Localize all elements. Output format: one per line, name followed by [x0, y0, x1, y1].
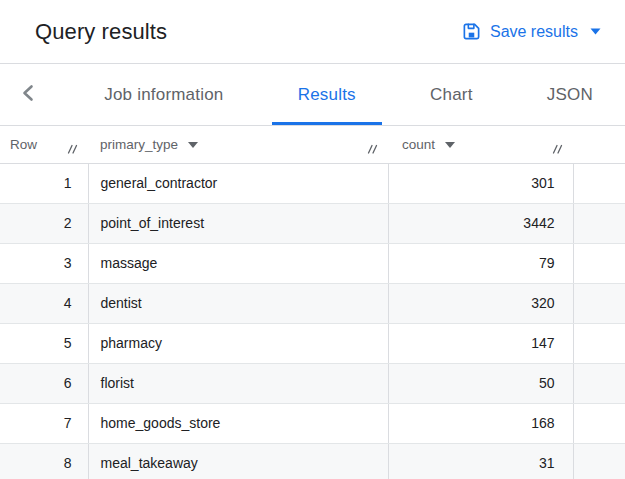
row-number-cell: 3: [0, 243, 88, 283]
caret-down-icon: [590, 28, 601, 35]
count-cell: 50: [388, 363, 573, 403]
row-number-cell: 4: [0, 283, 88, 323]
filler-cell: [573, 243, 625, 283]
table-row: 2point_of_interest3442: [0, 203, 625, 243]
primary-type-cell: home_goods_store: [88, 403, 388, 443]
row-number-cell: 6: [0, 363, 88, 403]
tab-chart[interactable]: Chart: [404, 64, 499, 125]
results-table-body: 1general_contractor3012point_of_interest…: [0, 163, 625, 479]
primary-type-cell: dentist: [88, 283, 388, 323]
tab-job-information[interactable]: Job information: [78, 64, 249, 125]
column-header-primary-type: primary_type: [100, 137, 178, 152]
filler-cell: [573, 443, 625, 479]
tab-results[interactable]: Results: [272, 64, 382, 125]
filler-cell: [573, 323, 625, 363]
filler-cell: [573, 403, 625, 443]
table-row: 6florist50: [0, 363, 625, 403]
primary-type-cell: general_contractor: [88, 163, 388, 203]
filler-cell: [573, 363, 625, 403]
filler-cell: [573, 283, 625, 323]
count-cell: 320: [388, 283, 573, 323]
caret-down-icon[interactable]: [188, 140, 198, 148]
results-table: Row primary_type: [0, 126, 625, 479]
scroll-tabs-left-button[interactable]: [0, 64, 56, 125]
column-resize-handle-icon[interactable]: [65, 134, 79, 155]
row-number-cell: 1: [0, 163, 88, 203]
column-resize-handle-icon[interactable]: [365, 134, 379, 155]
query-results-panel: Query results Save results Jo: [0, 0, 625, 479]
save-results-button[interactable]: Save results: [460, 16, 603, 47]
filler-cell: [573, 163, 625, 203]
tab-json[interactable]: JSON: [521, 64, 619, 125]
table-row: 7home_goods_store168: [0, 403, 625, 443]
row-number-cell: 2: [0, 203, 88, 243]
count-cell: 168: [388, 403, 573, 443]
table-row: 3massage79: [0, 243, 625, 283]
primary-type-cell: point_of_interest: [88, 203, 388, 243]
column-header-row: Row: [10, 137, 37, 152]
chevron-left-icon: [20, 83, 36, 106]
column-resize-handle-icon[interactable]: [550, 134, 564, 155]
page-title: Query results: [35, 19, 167, 45]
table-row: 4dentist320: [0, 283, 625, 323]
table-row: 1general_contractor301: [0, 163, 625, 203]
save-icon: [462, 22, 481, 41]
filler-cell: [573, 203, 625, 243]
primary-type-cell: pharmacy: [88, 323, 388, 363]
table-row: 5pharmacy147: [0, 323, 625, 363]
count-cell: 31: [388, 443, 573, 479]
results-table-header: Row primary_type: [0, 126, 625, 163]
primary-type-cell: massage: [88, 243, 388, 283]
row-number-cell: 8: [0, 443, 88, 479]
count-cell: 147: [388, 323, 573, 363]
table-row: 8meal_takeaway31: [0, 443, 625, 479]
count-cell: 3442: [388, 203, 573, 243]
caret-down-icon[interactable]: [445, 140, 455, 148]
column-header-count: count: [402, 137, 435, 152]
save-results-label: Save results: [490, 23, 578, 41]
topbar: Query results Save results: [0, 0, 625, 63]
primary-type-cell: meal_takeaway: [88, 443, 388, 479]
tabbar: Job information Results Chart JSON: [0, 63, 625, 126]
primary-type-cell: florist: [88, 363, 388, 403]
count-cell: 301: [388, 163, 573, 203]
row-number-cell: 5: [0, 323, 88, 363]
row-number-cell: 7: [0, 403, 88, 443]
count-cell: 79: [388, 243, 573, 283]
